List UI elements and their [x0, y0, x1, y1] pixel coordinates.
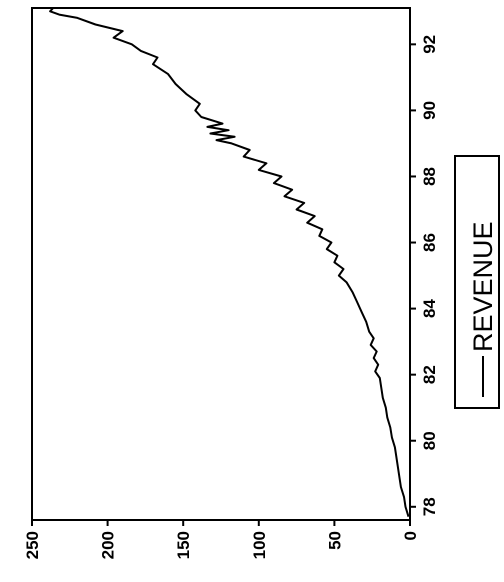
- legend-label-revenue: REVENUE: [468, 221, 498, 352]
- x-tick-label: 92: [420, 35, 439, 54]
- legend-box: [454, 155, 500, 409]
- x-tick-label: 86: [420, 233, 439, 252]
- y-tick-label: 150: [174, 531, 193, 559]
- x-tick-label: 82: [420, 365, 439, 384]
- series-line-revenue: [49, 7, 410, 517]
- x-tick-label: 78: [420, 497, 439, 516]
- x-tick-label: 80: [420, 431, 439, 450]
- y-tick-label: 0: [401, 531, 420, 540]
- x-tick-label: 90: [420, 101, 439, 120]
- legend: REVENUE: [454, 155, 500, 409]
- y-tick-label: 200: [99, 531, 118, 559]
- plot-area-frame: [31, 7, 411, 521]
- x-tick-label: 88: [420, 167, 439, 186]
- series-layer: [49, 7, 410, 517]
- x-axis: 78 80 82 84 86 88 90 92: [410, 35, 439, 516]
- y-tick-label: 100: [250, 531, 269, 559]
- y-tick-label: 50: [325, 531, 344, 550]
- y-axis: 0 50 100 150 200 250: [23, 520, 420, 559]
- x-tick-label: 84: [420, 299, 439, 318]
- y-tick-label: 250: [23, 531, 42, 559]
